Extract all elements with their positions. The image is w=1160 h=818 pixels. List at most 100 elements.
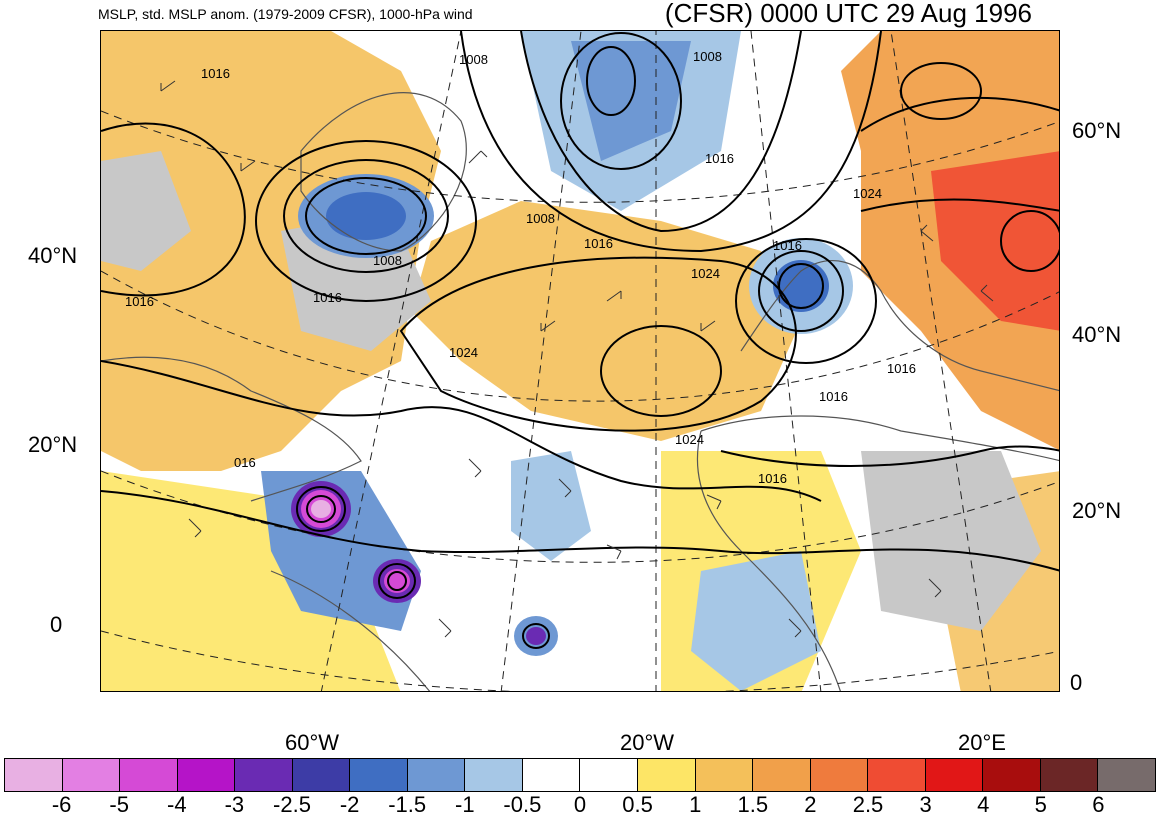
- colorbar-swatch: [292, 759, 351, 791]
- contour-label: 1016: [201, 66, 230, 81]
- contour-label: 1008: [373, 253, 402, 268]
- colorbar-tick-label: -2.5: [273, 792, 311, 817]
- map-svg: 1016 1008 1008 1016 1008 1008 1016 1016 …: [101, 31, 1059, 691]
- map-panel: 1016 1008 1008 1016 1008 1008 1016 1016 …: [100, 30, 1060, 692]
- colorbar-tick-label: 0: [573, 792, 587, 817]
- lat-label-right-0: 0: [1070, 670, 1083, 695]
- colorbar-swatch: [925, 759, 984, 791]
- colorbar-swatch: [350, 759, 408, 791]
- isobar-tropical: [101, 490, 1059, 572]
- isobar-subtropical-ridge: [101, 360, 822, 502]
- isobar-arctic-1: [586, 46, 636, 116]
- wind-barb-8: [558, 478, 572, 498]
- colorbar-swatch: [638, 759, 696, 791]
- contour-label: 1016: [313, 290, 342, 305]
- isobar-scandinavia-2: [758, 250, 844, 332]
- neutral-grey-west: [101, 151, 191, 271]
- colorbar-tick-label: 2.5: [852, 792, 884, 817]
- lat-label-left-40n: 40°N: [28, 243, 78, 268]
- lon-label-20e: 20°E: [958, 730, 1006, 755]
- isobar-scandinavia-3: [735, 238, 877, 364]
- isobar-greenland-1: [305, 177, 427, 255]
- isobar-arctic-2: [560, 32, 682, 170]
- colorbar-tick-label: -1: [455, 792, 475, 817]
- colorbar-swatch: [235, 759, 293, 791]
- wind-barb-2: [240, 160, 256, 172]
- lat-label-right-60n: 60°N: [1072, 118, 1122, 143]
- contour-label: 1016: [887, 361, 916, 376]
- coastline-africa-west: [696, 430, 841, 691]
- colorbar-tick-label: 1: [689, 792, 702, 817]
- colorbar-swatch: [62, 759, 121, 791]
- lat-label-right-20n: 20°N: [1072, 498, 1122, 523]
- neutral-grey-africa: [861, 451, 1041, 631]
- coastline-greenland: [300, 92, 467, 252]
- coastline-south-america: [270, 570, 431, 691]
- colorbar-swatch: [868, 759, 926, 791]
- isobar-hurricane-2-outer: [378, 563, 416, 599]
- colorbar-tick-label: 4: [977, 792, 990, 817]
- colorbar-tick-label: -2: [339, 792, 360, 817]
- colorbar-tick-label: -5: [109, 792, 129, 817]
- contour-label: 1024: [853, 186, 882, 201]
- isobar-greenland-2: [283, 159, 449, 273]
- isobar-north-1008: [520, 31, 802, 233]
- colorbar-swatch: [753, 759, 811, 791]
- anomaly-negative-gulf-of-guinea: [691, 551, 821, 691]
- wind-barb-12: [980, 284, 994, 302]
- colorbar-swatch: [1040, 759, 1099, 791]
- graticule-lon-60w: [320, 31, 462, 691]
- contour-label: 1008: [693, 49, 722, 64]
- colorbar-swatch: [580, 759, 639, 791]
- anomaly-positive-eastern-core: [931, 151, 1059, 331]
- colorbar-tick-label: 0.5: [622, 792, 653, 817]
- contour-label: 1008: [459, 52, 488, 67]
- anomaly-shading: [101, 31, 1059, 691]
- wind-barb-14: [438, 618, 452, 638]
- colorbar-tick-label: -4: [167, 792, 187, 817]
- wind-barb-16: [928, 578, 942, 598]
- colorbar-swatch: [407, 759, 466, 791]
- contour-label: 1016: [819, 389, 848, 404]
- colorbar-swatch: [5, 759, 63, 791]
- low-southern-core: [526, 627, 546, 645]
- colorbar-tick-label: -1.5: [388, 792, 427, 817]
- contour-label: 1016: [773, 238, 802, 253]
- wind-barb-13: [188, 518, 202, 538]
- colorbar-tick-label: -3: [224, 792, 245, 817]
- graticule-lat-0: [101, 630, 1059, 691]
- colorbar-swatch: [1098, 759, 1155, 791]
- contour-label: 1016: [125, 294, 154, 309]
- isobar-west-1016: [101, 122, 246, 297]
- isobar-greenland-3: [255, 140, 477, 302]
- contour-label: 016: [234, 455, 256, 470]
- contour-label: 1016: [584, 236, 613, 251]
- colorbar-swatch: [695, 759, 754, 791]
- wind-barb-10: [706, 494, 722, 510]
- wind-barb-4: [540, 320, 556, 332]
- coastline-north-america: [101, 356, 362, 502]
- colorbar-tick-label: -6: [51, 792, 72, 817]
- colorbar-swatch: [810, 759, 869, 791]
- lon-label-60w: 60°W: [285, 730, 340, 755]
- wind-barb-1: [160, 80, 176, 92]
- colorbar-tick-label: 5: [1034, 792, 1047, 817]
- isobar-hurricane-1-inner: [306, 495, 336, 523]
- wind-barb-5: [606, 290, 622, 302]
- colorbar-swatch: [983, 759, 1041, 791]
- lat-label-left-0: 0: [50, 612, 63, 637]
- wind-barb-15: [788, 618, 802, 638]
- wind-barb-3: [468, 150, 488, 164]
- anomaly-positive-tropical: [101, 471, 401, 691]
- colorbar-swatch: [120, 759, 178, 791]
- colorbar-swatch: [177, 759, 236, 791]
- isobar-southern-low: [522, 623, 550, 649]
- coastlines: [101, 92, 1059, 691]
- graticule-lat-60n: [101, 110, 1059, 203]
- map-title: MSLP, std. MSLP anom. (1979-2009 CFSR), …: [98, 6, 473, 22]
- contour-label: 1016: [705, 151, 734, 166]
- coastline-africa-north: [700, 415, 1059, 462]
- wind-barb-6: [700, 320, 716, 332]
- isobar-hurricane-1-outer: [296, 486, 346, 532]
- colorbar: [4, 758, 1156, 792]
